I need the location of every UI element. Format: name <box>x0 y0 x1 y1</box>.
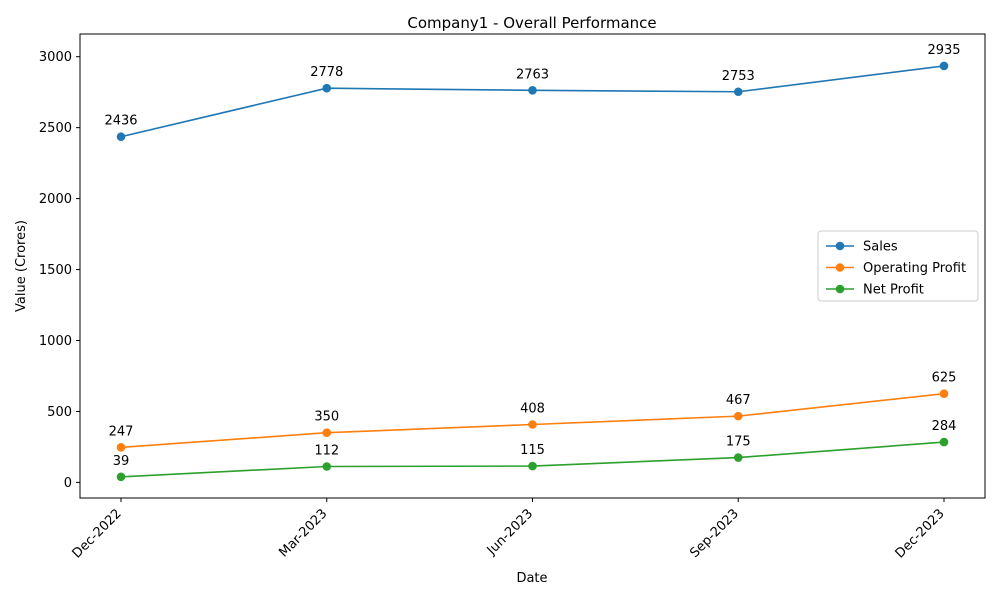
y-tick-label: 0 <box>64 476 72 491</box>
legend-marker-sales <box>835 241 845 251</box>
data-point-operating-profit <box>528 420 537 429</box>
legend-label-net-profit: Net Profit <box>863 283 924 298</box>
data-label-net-profit: 112 <box>314 443 339 458</box>
data-label-sales: 2778 <box>310 65 343 80</box>
data-point-net-profit <box>528 461 537 471</box>
data-label-net-profit: 284 <box>932 419 957 434</box>
data-label-net-profit: 115 <box>520 443 545 458</box>
data-label-operating-profit: 350 <box>314 410 339 425</box>
legend-marker-net-profit <box>835 284 845 294</box>
legend-label-sales: Sales <box>863 240 898 255</box>
data-label-operating-profit: 625 <box>932 371 957 386</box>
data-point-net-profit <box>939 437 949 447</box>
y-axis-label: Value (Crores) <box>14 220 29 312</box>
data-label-net-profit: 39 <box>113 454 130 469</box>
data-label-operating-profit: 247 <box>109 424 134 439</box>
y-tick-label: 500 <box>47 405 72 420</box>
data-label-operating-profit: 408 <box>520 401 545 416</box>
data-label-sales: 2436 <box>104 114 137 129</box>
data-point-net-profit <box>116 472 126 482</box>
series-layer <box>116 61 949 482</box>
legend-box <box>817 230 979 302</box>
data-point-operating-profit <box>322 428 332 438</box>
data-point-operating-profit <box>733 411 743 421</box>
data-point-sales <box>116 132 126 142</box>
data-point-sales <box>733 87 743 97</box>
chart-title: Company1 - Overall Performance <box>407 14 656 32</box>
data-point-sales <box>322 83 332 93</box>
y-tick-label: 2000 <box>39 192 72 207</box>
data-label-sales: 2935 <box>927 43 960 58</box>
data-point-operating-profit <box>939 389 949 399</box>
y-axis: 0 500 1000 1500 2000 2500 3000 <box>39 50 80 491</box>
y-tick-label: 1500 <box>39 263 72 278</box>
data-point-sales <box>528 86 537 95</box>
legend-label-operating-profit: Operating Profit <box>863 261 966 276</box>
y-tick-label: 2500 <box>39 121 72 136</box>
data-label-net-profit: 175 <box>726 435 751 450</box>
y-tick-label: 1000 <box>39 334 72 349</box>
legend: Sales Operating Profit Net Profit <box>817 230 979 302</box>
data-label-operating-profit: 467 <box>726 393 751 408</box>
y-tick-label: 3000 <box>39 50 72 65</box>
data-labels: 2436 2778 2763 2753 2935 247 350 408 467 625 39 112… <box>104 43 960 469</box>
x-axis-label: Date <box>516 571 547 586</box>
data-point-sales <box>939 61 949 71</box>
data-label-sales: 2753 <box>722 69 755 84</box>
data-label-sales: 2763 <box>516 67 549 82</box>
data-point-net-profit <box>733 453 743 462</box>
legend-marker-operating-profit <box>835 263 845 272</box>
data-point-net-profit <box>322 462 332 471</box>
data-point-operating-profit <box>116 443 126 452</box>
